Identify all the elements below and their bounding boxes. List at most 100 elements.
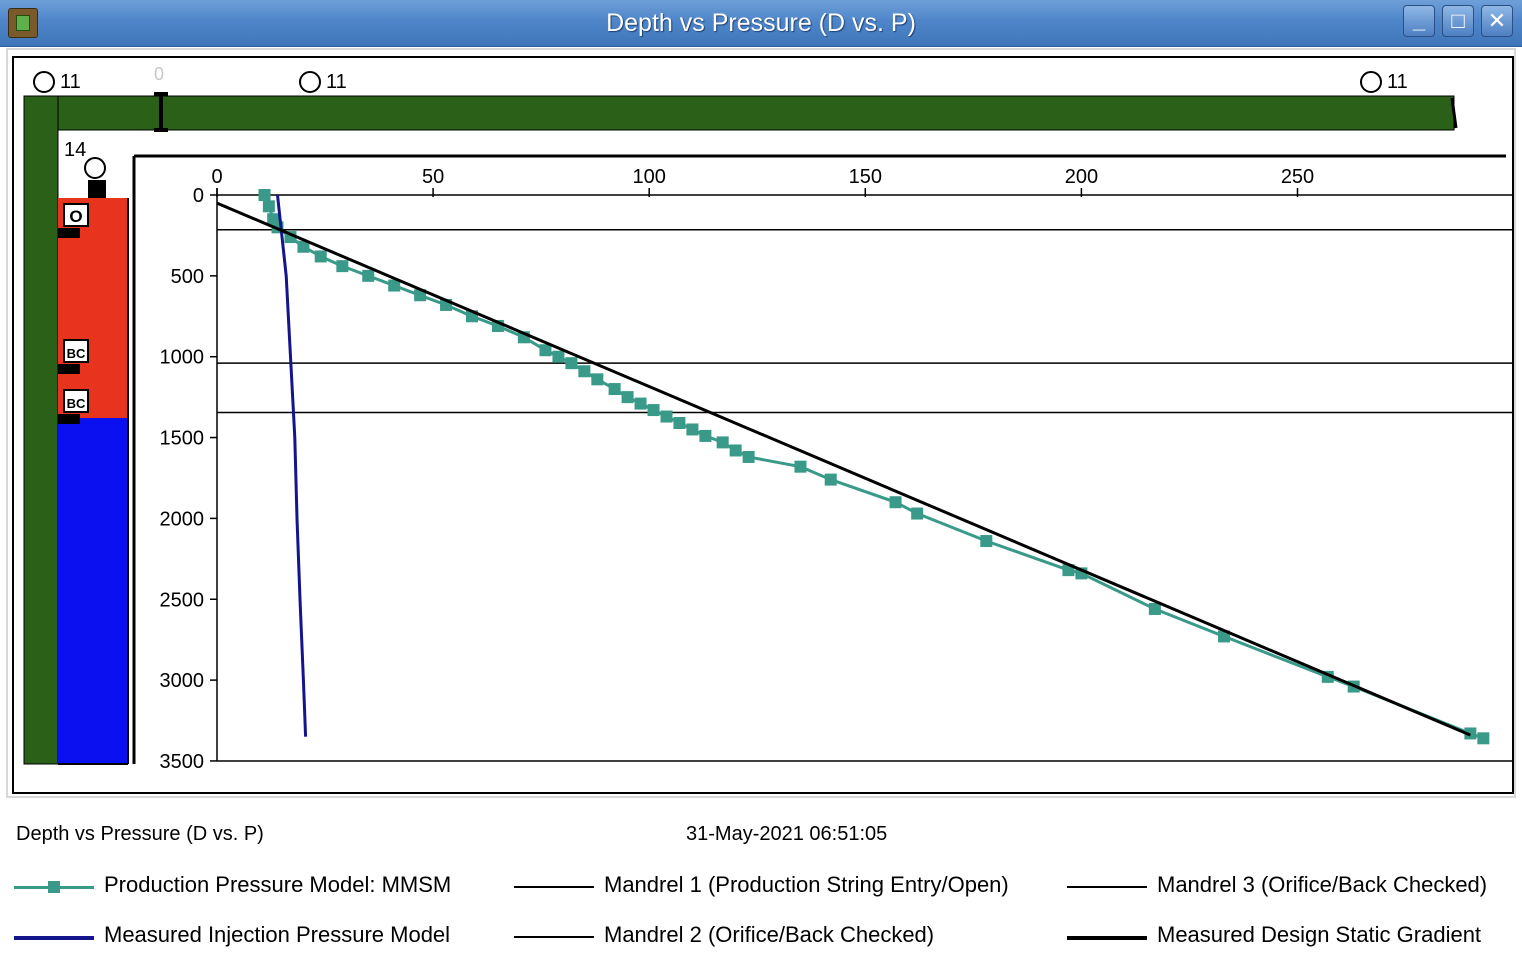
series-marker — [258, 189, 271, 201]
y-tick-label: 2000 — [160, 508, 205, 530]
valve-mount — [58, 228, 80, 238]
gauge-label-zero: 0 — [154, 64, 164, 84]
gauge-circle-icon — [299, 71, 321, 93]
app-icon[interactable] — [8, 8, 38, 38]
legend-label: Mandrel 3 (Orifice/Back Checked) — [1157, 872, 1488, 897]
x-tick-label: 150 — [849, 166, 882, 188]
series-marker — [539, 344, 552, 357]
chart-frame — [6, 48, 1516, 798]
y-tick-label: 0 — [193, 185, 204, 207]
valve-bottom-cap — [154, 128, 168, 132]
series-marker — [889, 496, 902, 509]
series-marker — [673, 416, 686, 429]
surface-pipe — [23, 95, 1455, 131]
series-marker — [660, 410, 673, 423]
legend-swatch — [14, 936, 94, 940]
valve-label: BC — [67, 346, 86, 361]
series-marker — [742, 450, 755, 463]
casing-label: 14 — [64, 139, 86, 161]
legend-swatch — [514, 886, 594, 888]
window-title: Depth vs Pressure (D vs. P) — [606, 9, 916, 37]
gauge-label-mid: 11 — [326, 71, 347, 93]
series-line-3 — [216, 201, 1471, 737]
series-marker — [1464, 727, 1477, 740]
series-marker — [647, 404, 660, 417]
valve-box — [63, 203, 89, 227]
chart-inner-frame — [12, 56, 1514, 794]
y-tick-label: 3000 — [160, 670, 205, 692]
valve-label: BC — [67, 396, 86, 411]
series-line-1 — [263, 194, 1484, 740]
window-titlebar: Depth vs Pressure (D vs. P) _ □ ✕ — [0, 0, 1522, 47]
minimize-button[interactable]: _ — [1403, 5, 1435, 37]
series-marker — [1477, 732, 1490, 745]
x-tick-label: 250 — [1281, 166, 1314, 188]
legend-label: Measured Design Static Gradient — [1157, 922, 1482, 947]
valve-label: O — [69, 207, 82, 226]
series-marker — [314, 250, 327, 263]
series-marker — [297, 240, 310, 253]
x-tick-label: 100 — [633, 166, 666, 188]
series-marker — [1218, 630, 1231, 643]
y-tick-label: 500 — [171, 266, 204, 288]
series-marker — [578, 365, 591, 378]
legend-swatch — [14, 881, 94, 893]
y-tick-label: 3500 — [160, 751, 205, 773]
series-marker — [414, 289, 427, 302]
chart-axes: 0 50 100 150 200 2500500100015002000250030003… — [132, 154, 1512, 773]
series-marker — [362, 269, 375, 282]
gauge-circle-icon — [1360, 71, 1382, 93]
x-tick-label: 200 — [1065, 166, 1098, 188]
close-button[interactable]: ✕ — [1481, 5, 1513, 37]
series-marker — [1148, 602, 1161, 615]
valve-box — [63, 339, 89, 363]
valve-mount — [58, 414, 80, 424]
footer-title: Depth vs Pressure (D vs. P) — [16, 823, 264, 845]
series-marker — [608, 383, 621, 396]
gauge-label-left: 11 — [60, 71, 81, 93]
series-marker — [729, 444, 742, 457]
series-marker — [824, 473, 837, 486]
series-marker — [911, 507, 924, 520]
series-marker — [591, 373, 604, 386]
series-marker — [699, 429, 712, 442]
series-marker — [336, 260, 349, 273]
casing-pipe — [23, 95, 59, 765]
gauge-circle-icon — [84, 157, 106, 179]
y-tick-label: 1500 — [160, 428, 205, 450]
valve-mount — [58, 364, 80, 374]
series-marker — [621, 391, 634, 404]
gauge-label-right: 11 — [1387, 71, 1408, 93]
legend-swatch — [1067, 936, 1147, 940]
series-marker — [980, 535, 993, 548]
legend-swatch — [514, 936, 594, 938]
legend-label: Production Pressure Model: MMSM — [104, 872, 452, 897]
valve-stem — [159, 94, 163, 130]
legend-marker — [48, 881, 60, 893]
series-marker — [262, 200, 275, 213]
pipe-end-mark — [1450, 97, 1458, 129]
legend-label: Mandrel 2 (Orifice/Back Checked) — [604, 922, 935, 947]
series-marker — [552, 350, 565, 363]
blue-fluid-column — [58, 418, 128, 764]
tubing-hanger — [88, 180, 106, 198]
gauge-circle-icon — [33, 71, 55, 93]
legend-label: Measured Injection Pressure Model — [104, 922, 451, 947]
valve-box — [63, 389, 89, 413]
x-tick-label: 50 — [422, 166, 444, 188]
series-line-2 — [276, 194, 308, 737]
legend-swatch — [1067, 886, 1147, 888]
footer-timestamp: 31-May-2021 06:51:05 — [686, 823, 888, 845]
legend-label: Mandrel 1 (Production String Entry/Open) — [604, 872, 1009, 897]
series-marker — [634, 397, 647, 410]
chart-series — [216, 189, 1490, 745]
maximize-button[interactable]: □ — [1442, 5, 1474, 37]
y-tick-label: 2500 — [160, 589, 205, 611]
y-tick-label: 1000 — [160, 347, 205, 369]
series-marker — [388, 279, 401, 292]
series-marker — [794, 460, 807, 473]
series-marker — [686, 423, 699, 436]
x-tick-label: 0 — [211, 166, 222, 188]
series-marker — [565, 357, 578, 370]
